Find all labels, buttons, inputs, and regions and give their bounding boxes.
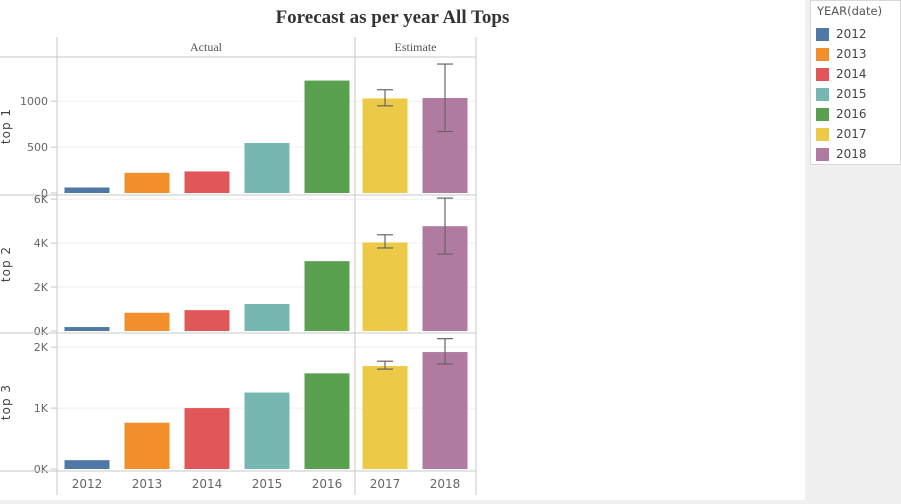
y-tick-label: 0 xyxy=(41,187,48,200)
bar-2015 xyxy=(244,303,290,331)
legend-swatch xyxy=(816,128,829,141)
legend-title: YEAR(date) xyxy=(817,4,883,18)
bar-2017 xyxy=(362,242,408,331)
color-legend[interactable]: YEAR(date) 2012 2013 2014 2015 2016 2017 2018 xyxy=(810,0,901,165)
legend-swatch xyxy=(816,48,829,61)
bar-2013 xyxy=(124,172,170,193)
bar-2012 xyxy=(64,327,110,331)
x-tick-label: 2015 xyxy=(252,477,283,491)
bar-2015 xyxy=(244,392,290,469)
bar-2016 xyxy=(304,373,350,469)
x-tick-label: 2017 xyxy=(370,477,401,491)
column-header-estimate: Estimate xyxy=(395,40,437,54)
bar-2018 xyxy=(422,352,468,469)
scroll-area xyxy=(0,500,805,504)
x-tick-label: 2018 xyxy=(430,477,461,491)
y-tick-label: 6K xyxy=(34,193,49,206)
legend-label: 2013 xyxy=(836,47,867,61)
legend-swatch xyxy=(816,108,829,121)
bar-2012 xyxy=(64,460,110,469)
y-tick-label: 1000 xyxy=(20,95,48,108)
bar-2016 xyxy=(304,80,350,193)
y-tick-label: 500 xyxy=(27,141,48,154)
row-label: top 1 xyxy=(0,108,13,144)
x-tick-label: 2016 xyxy=(312,477,343,491)
bar-2014 xyxy=(184,171,230,193)
legend-label: 2016 xyxy=(836,107,867,121)
x-tick-label: 2013 xyxy=(132,477,163,491)
bar-2017 xyxy=(362,366,408,469)
bar-2014 xyxy=(184,408,230,469)
legend-swatch xyxy=(816,148,829,161)
bar-2013 xyxy=(124,422,170,469)
row-label: top 3 xyxy=(0,384,13,420)
y-tick-label: 0K xyxy=(34,325,49,338)
column-header-actual: Actual xyxy=(190,40,223,54)
legend-swatch xyxy=(816,68,829,81)
bar-2016 xyxy=(304,261,350,331)
legend-label: 2018 xyxy=(836,147,867,161)
legend-label: 2017 xyxy=(836,127,867,141)
row-label: top 2 xyxy=(0,246,13,282)
bar-2014 xyxy=(184,310,230,331)
chart-title: Forecast as per year All Tops xyxy=(275,7,510,28)
y-tick-label: 2K xyxy=(34,341,49,354)
x-tick-label: 2012 xyxy=(72,477,103,491)
legend-label: 2015 xyxy=(836,87,867,101)
y-tick-label: 2K xyxy=(34,281,49,294)
bar-2015 xyxy=(244,142,290,193)
legend-swatch xyxy=(816,28,829,41)
legend-label: 2014 xyxy=(836,67,867,81)
bar-2013 xyxy=(124,312,170,331)
y-tick-label: 4K xyxy=(34,237,49,250)
bar-2012 xyxy=(64,187,110,193)
bar-2017 xyxy=(362,98,408,193)
y-tick-label: 1K xyxy=(34,402,49,415)
legend-swatch xyxy=(816,88,829,101)
y-tick-label: 0K xyxy=(34,463,49,476)
x-tick-label: 2014 xyxy=(192,477,223,491)
legend-label: 2012 xyxy=(836,27,867,41)
chart-area: Actual Estimate 0 500 1000 top 1 0K 2K 4K 6K top 2… xyxy=(0,37,477,495)
